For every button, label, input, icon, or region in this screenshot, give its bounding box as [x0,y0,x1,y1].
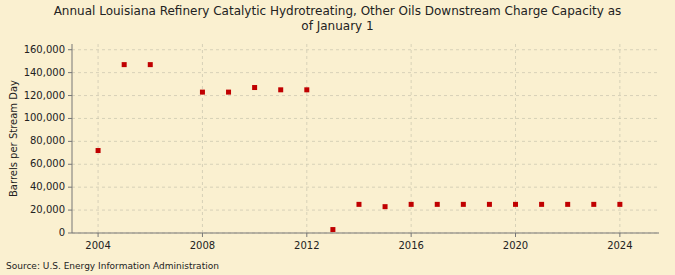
y-axis-line [72,44,73,233]
y-grid-line [72,187,659,188]
y-tick [68,141,72,142]
y-tick-label: 80,000 [30,135,65,146]
y-tick [68,233,72,234]
x-tick-label: 2012 [294,240,319,251]
y-tick-label: 60,000 [30,158,65,169]
y-tick [68,72,72,73]
y-grid-line [72,49,659,50]
y-tick-label: 120,000 [24,90,65,101]
x-tick-label: 2024 [607,240,632,251]
point [226,90,231,95]
x-axis-line [72,233,659,234]
point [591,202,596,207]
title: Annual Louisiana Refinery Catalytic Hydr… [54,4,622,33]
y-tick [68,210,72,211]
y-tick [68,95,72,96]
y-grid-line [72,72,659,73]
y-tick-label: 140,000 [24,67,65,78]
x-tick [411,233,412,237]
y-tick [68,164,72,165]
x-tick [515,233,516,237]
source: Source: U.S. Energy Information Administ… [6,261,219,271]
x-tick [619,233,620,237]
y-tick-label: 100,000 [24,112,65,123]
x-tick-label: 2004 [85,240,110,251]
axes: 0 20,000 40,000 60,000 80,000 100,000 120,000 1… [24,44,659,251]
y-grid-line [72,164,659,165]
y-tick [68,49,72,50]
y-tick-label: 20,000 [30,204,65,215]
y-grid-line [72,95,659,96]
point [487,202,492,207]
point [461,202,466,207]
grid [72,44,659,233]
x-grid-line [306,44,307,233]
y-grid-line [72,233,659,234]
y-axis-label: Barrels per Stream Day [8,80,19,197]
chart: 0 20,000 40,000 60,000 80,000 100,000 120,000 1… [0,0,675,275]
point [565,202,570,207]
point [617,202,622,207]
point [330,227,335,232]
point [409,202,414,207]
point [148,62,153,67]
y-tick-label: 160,000 [24,44,65,55]
y-grid-line [72,118,659,119]
y-tick-label: 0 [59,227,65,238]
y-tick [68,187,72,188]
point [356,202,361,207]
x-tick-label: 2008 [190,240,215,251]
point [122,62,127,67]
x-grid-line [202,44,203,233]
point [252,85,257,90]
x-tick [202,233,203,237]
point [539,202,544,207]
y-tick-label: 40,000 [30,181,65,192]
point [278,87,283,92]
x-grid-line [98,44,99,233]
point [96,148,101,153]
x-tick-label: 2020 [503,240,528,251]
points [96,62,623,232]
x-tick [98,233,99,237]
point [513,202,518,207]
x-tick [306,233,307,237]
x-tick-label: 2016 [398,240,423,251]
point [435,202,440,207]
y-grid-line [72,141,659,142]
y-grid-line [72,210,659,211]
point [383,204,388,209]
point [200,90,205,95]
point [304,87,309,92]
y-tick [68,118,72,119]
